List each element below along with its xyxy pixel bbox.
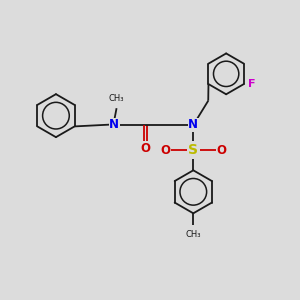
Text: N: N — [188, 118, 198, 131]
Text: S: S — [188, 143, 198, 157]
Text: O: O — [140, 142, 151, 155]
Text: F: F — [248, 79, 256, 89]
Text: O: O — [160, 143, 170, 157]
Text: O: O — [217, 143, 227, 157]
Text: N: N — [109, 118, 119, 131]
Text: CH₃: CH₃ — [185, 230, 201, 239]
Text: CH₃: CH₃ — [109, 94, 124, 103]
